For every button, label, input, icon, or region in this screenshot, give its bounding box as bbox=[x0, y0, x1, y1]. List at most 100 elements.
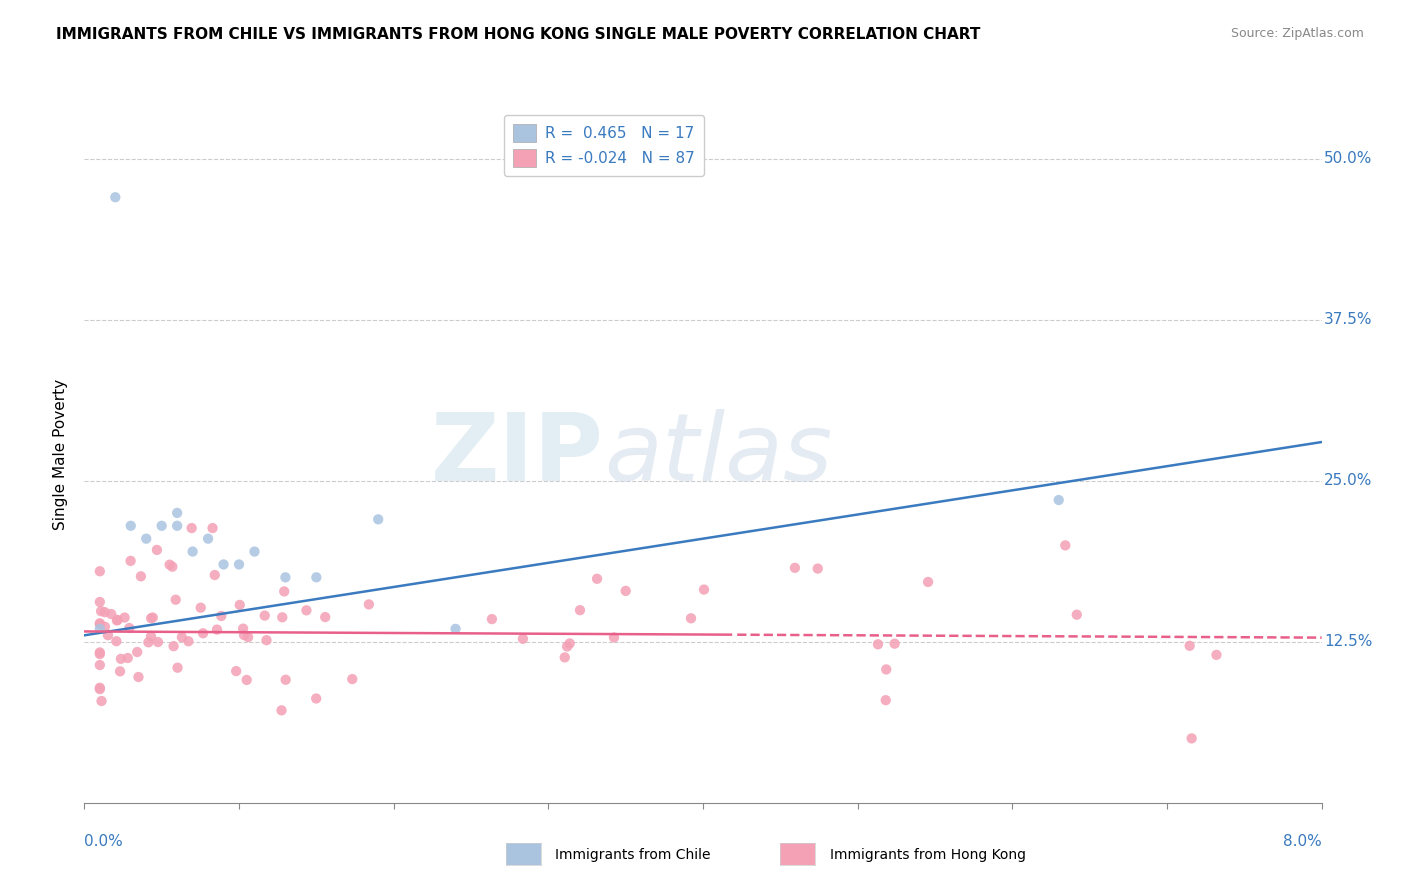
Point bbox=[205, 623, 228, 637]
Point bbox=[305, 691, 328, 706]
Point bbox=[270, 703, 292, 717]
Point bbox=[314, 610, 336, 624]
Point bbox=[512, 632, 534, 646]
Text: Immigrants from Hong Kong: Immigrants from Hong Kong bbox=[830, 847, 1025, 862]
Point bbox=[603, 631, 626, 645]
Point bbox=[271, 610, 294, 624]
Point bbox=[110, 652, 132, 666]
Point bbox=[233, 628, 256, 642]
Point bbox=[142, 610, 165, 624]
Point bbox=[120, 554, 142, 568]
Point bbox=[917, 574, 939, 589]
Point bbox=[256, 633, 278, 648]
Point bbox=[105, 634, 128, 648]
Y-axis label: Single Male Poverty: Single Male Poverty bbox=[53, 379, 69, 531]
Point bbox=[89, 617, 111, 632]
Point bbox=[105, 614, 128, 628]
Point bbox=[558, 636, 581, 650]
Point bbox=[150, 518, 173, 533]
Point bbox=[97, 628, 120, 642]
Point bbox=[273, 584, 295, 599]
Point bbox=[807, 561, 830, 575]
Point bbox=[181, 544, 204, 558]
Point bbox=[1054, 538, 1077, 552]
Point bbox=[197, 532, 219, 546]
Point bbox=[883, 637, 905, 651]
Point bbox=[117, 651, 139, 665]
Point bbox=[89, 682, 111, 697]
Point bbox=[141, 611, 163, 625]
Point bbox=[866, 637, 889, 651]
Point bbox=[554, 650, 576, 665]
Point bbox=[120, 518, 142, 533]
Point bbox=[1181, 731, 1204, 746]
Point bbox=[107, 613, 129, 627]
Point bbox=[129, 569, 152, 583]
Point bbox=[228, 558, 250, 572]
Point bbox=[89, 622, 111, 636]
Point bbox=[1178, 639, 1201, 653]
Point bbox=[1066, 607, 1088, 622]
Point bbox=[357, 598, 380, 612]
Point bbox=[209, 609, 232, 624]
Point bbox=[177, 634, 200, 648]
Point bbox=[614, 583, 637, 598]
Text: ZIP: ZIP bbox=[432, 409, 605, 501]
Text: 50.0%: 50.0% bbox=[1324, 151, 1372, 166]
Point bbox=[875, 693, 897, 707]
Point bbox=[235, 673, 257, 687]
Point bbox=[146, 542, 169, 557]
Text: Immigrants from Chile: Immigrants from Chile bbox=[555, 847, 711, 862]
Point bbox=[190, 600, 212, 615]
Point bbox=[127, 645, 149, 659]
Point bbox=[90, 694, 112, 708]
Point bbox=[232, 622, 254, 636]
Point bbox=[114, 610, 136, 624]
Text: 8.0%: 8.0% bbox=[1282, 834, 1322, 849]
Point bbox=[243, 544, 266, 558]
Point bbox=[229, 598, 252, 612]
Point bbox=[481, 612, 503, 626]
Point bbox=[236, 630, 259, 644]
Point bbox=[166, 518, 188, 533]
Point bbox=[135, 532, 157, 546]
Point bbox=[693, 582, 716, 597]
Point bbox=[159, 558, 181, 572]
Point bbox=[586, 572, 609, 586]
Point bbox=[568, 603, 591, 617]
Point bbox=[180, 521, 202, 535]
Point bbox=[90, 604, 112, 618]
Point bbox=[89, 681, 111, 695]
Point bbox=[295, 603, 318, 617]
Point bbox=[170, 630, 193, 644]
Legend: R =  0.465   N = 17, R = -0.024   N = 87: R = 0.465 N = 17, R = -0.024 N = 87 bbox=[503, 115, 704, 177]
Point bbox=[94, 620, 117, 634]
Point bbox=[118, 621, 141, 635]
Point bbox=[305, 570, 328, 584]
Point bbox=[212, 558, 235, 572]
Point bbox=[165, 592, 187, 607]
Point bbox=[444, 622, 467, 636]
Point bbox=[89, 616, 111, 631]
Text: Source: ZipAtlas.com: Source: ZipAtlas.com bbox=[1230, 27, 1364, 40]
Point bbox=[166, 661, 188, 675]
Point bbox=[89, 647, 111, 661]
Point bbox=[875, 662, 897, 676]
Point bbox=[100, 607, 122, 621]
Point bbox=[783, 561, 806, 575]
Point bbox=[274, 570, 297, 584]
Point bbox=[138, 635, 160, 649]
Point bbox=[204, 568, 226, 582]
Point bbox=[166, 506, 188, 520]
Point bbox=[274, 673, 297, 687]
Text: 37.5%: 37.5% bbox=[1324, 312, 1372, 327]
Point bbox=[367, 512, 389, 526]
Point bbox=[104, 190, 127, 204]
Point bbox=[94, 605, 117, 619]
Text: 12.5%: 12.5% bbox=[1324, 634, 1372, 649]
Point bbox=[342, 672, 364, 686]
Point bbox=[89, 564, 111, 578]
Point bbox=[191, 626, 214, 640]
Point bbox=[1047, 493, 1070, 508]
Point bbox=[162, 559, 184, 574]
